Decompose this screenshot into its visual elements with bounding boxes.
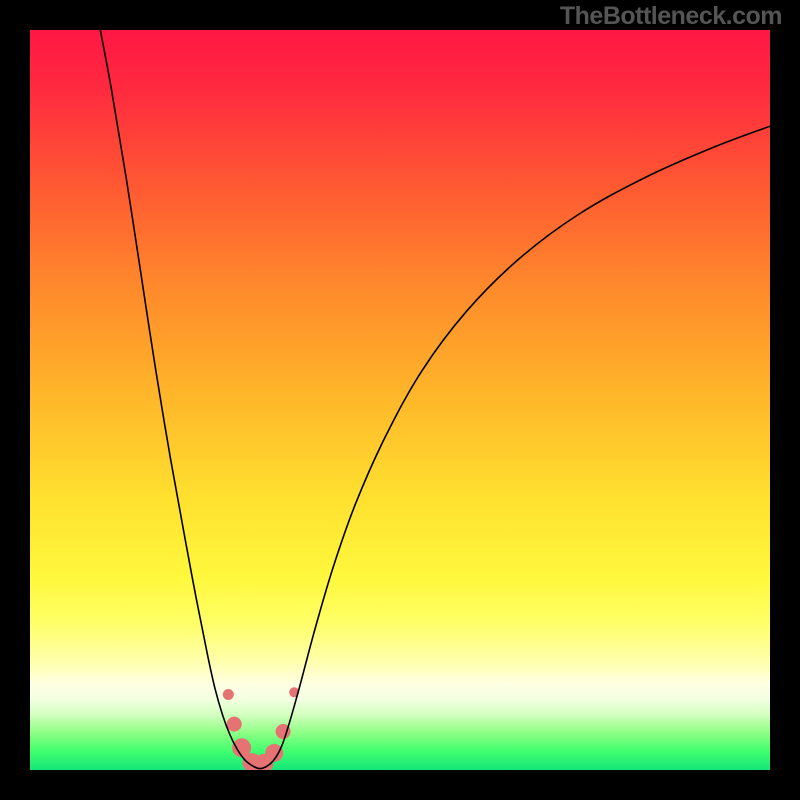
curve-marker	[227, 717, 242, 732]
chart-frame: TheBottleneck.com	[0, 0, 800, 800]
plot-background	[30, 30, 770, 770]
watermark-text: TheBottleneck.com	[560, 2, 782, 31]
curve-marker	[223, 689, 234, 700]
chart-svg	[0, 0, 800, 800]
